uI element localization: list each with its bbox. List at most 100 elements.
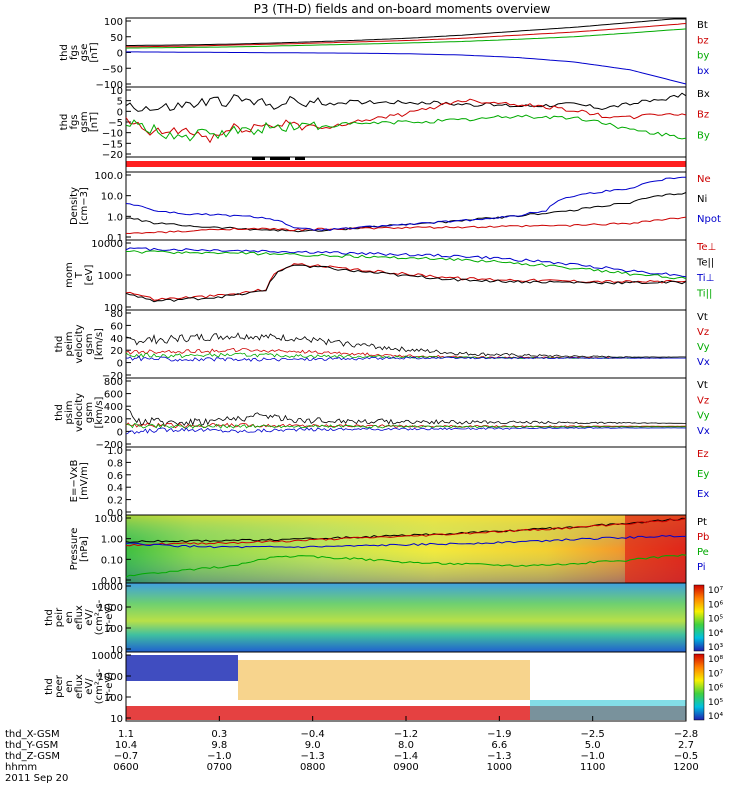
ytick-label: 1.0 <box>107 212 123 223</box>
ylabel-line: thd <box>59 114 70 131</box>
legend-entry: Te|| <box>696 258 714 269</box>
ylabel-line: [km/s] <box>94 396 105 428</box>
ylabel-line: gsm <box>84 333 95 354</box>
ytick-label: 1000 <box>98 603 123 614</box>
series-line-fgs_gsm-Bx <box>125 92 687 112</box>
ytick-label: −20 <box>102 150 123 161</box>
ylabel-line: Pressure <box>69 528 80 571</box>
xtick-time: 0800 <box>300 762 325 773</box>
legend-entry: Pi <box>697 562 706 573</box>
ion-spectrogram-red-patch <box>625 515 686 583</box>
xaxis-row-label: thd_Z-GSM <box>5 751 60 762</box>
legend-entry: Bz <box>697 110 709 121</box>
colorbar-tick: 10⁷ <box>708 586 723 596</box>
legend-entry: by <box>697 51 709 62</box>
series-line-fgs_gsm-By <box>125 114 687 142</box>
ylabel-line: thd <box>54 404 65 421</box>
ylabel-line: sr-eV) <box>104 672 115 701</box>
ytick-label: 800 <box>104 377 123 388</box>
xtick-time: 0700 <box>207 762 232 773</box>
ylabel-line: eflux <box>74 674 85 699</box>
ytick-label: 0 <box>117 359 123 370</box>
xtick-x-gsm: 0.3 <box>211 729 227 740</box>
xtick-y-gsm: 9.8 <box>211 740 227 751</box>
xtick-time: 1100 <box>580 762 605 773</box>
ylabel-line: en <box>64 611 75 624</box>
ylabel-line: (cm²-s- <box>94 599 105 635</box>
date-label: 2011 Sep 20 <box>5 773 68 784</box>
series-line-density-Ni <box>125 192 687 233</box>
ytick-label: 1.0 <box>107 446 123 457</box>
ion-colorbar <box>693 584 705 652</box>
panel-frame-1 <box>125 86 687 158</box>
ylabel-line: sr-eV) <box>104 603 115 632</box>
legend-entry: Pe <box>697 547 709 558</box>
ylabel-line: gsm <box>84 402 95 423</box>
colorbar-tick: 10⁴ <box>708 629 723 639</box>
xtick-z-gsm: −0.7 <box>114 751 138 762</box>
chart-title: P3 (TH-D) fields and on-board moments ov… <box>254 2 551 16</box>
colorbar-tick: 10⁶ <box>708 600 723 610</box>
mode-status-mark-2 <box>295 157 305 160</box>
ylabel-line: psim <box>64 400 75 424</box>
ytick-label: 100.0 <box>94 171 123 182</box>
ylabel-line: Density <box>69 187 80 225</box>
xaxis-row-label: hhmm <box>5 762 37 773</box>
ylabel-line: mom <box>64 262 75 288</box>
ytick-label: 100 <box>104 17 123 28</box>
ytick-label: −5 <box>108 118 123 129</box>
series-line-temperature-Ti|| <box>125 250 687 280</box>
ytick-label: 10000 <box>91 651 123 662</box>
legend-entry: Ti⊥ <box>696 273 714 284</box>
ylabel-line: T <box>74 271 85 279</box>
ylabel-line: thd <box>44 678 55 695</box>
legend-entry: Ni <box>697 194 707 205</box>
legend-entry: bz <box>697 35 709 46</box>
panel-frame-7 <box>125 446 687 516</box>
ytick-label: 0.10 <box>101 555 123 566</box>
ylabel-line: gse <box>79 44 90 62</box>
mode-status-mark-1 <box>270 157 290 160</box>
colorbar-tick: 10³ <box>708 643 723 653</box>
series-line-density-Ne <box>125 216 687 235</box>
series-line-fgs_gse-Bt <box>125 18 686 47</box>
colorbar-tick: 10⁵ <box>708 615 723 625</box>
ytick-label: 1.00 <box>101 535 123 546</box>
ytick-label: 100 <box>104 693 123 704</box>
xtick-y-gsm: 10.4 <box>115 740 137 751</box>
ylabel-line: velocity <box>74 324 85 363</box>
series-line-density-Npot <box>125 176 686 231</box>
colorbar-tick: 10⁵ <box>708 698 723 708</box>
series-line-velocity_sst-Vt <box>126 408 686 428</box>
series-line-pressure-Pb <box>125 518 687 547</box>
legend-entry: By <box>697 130 710 141</box>
legend-entry: Vt <box>697 312 708 323</box>
ylabel-line: en <box>64 680 75 693</box>
colorbar-tick: 10⁷ <box>708 669 723 679</box>
xtick-z-gsm: −1.3 <box>487 751 511 762</box>
xtick-z-gsm: −1.0 <box>581 751 605 762</box>
legend-entry: Ti|| <box>696 289 712 300</box>
series-line-pressure-Pi <box>125 534 686 549</box>
xtick-time: 0600 <box>113 762 138 773</box>
ytick-label: 10000 <box>91 239 123 250</box>
xtick-z-gsm: −1.3 <box>301 751 325 762</box>
xtick-time: 0900 <box>393 762 418 773</box>
ytick-label: 200 <box>104 415 123 426</box>
xtick-z-gsm: −1.4 <box>394 751 418 762</box>
ytick-label: 100 <box>104 624 123 635</box>
panel-frame-6 <box>125 377 687 448</box>
ytick-label: 0 <box>117 427 123 438</box>
mode-status-bar <box>126 161 686 167</box>
legend-entry: Ey <box>697 469 709 480</box>
series-line-pressure-Pe <box>125 554 687 578</box>
colorbar-tick: 10⁸ <box>708 655 723 665</box>
legend-entry: Pb <box>697 532 709 543</box>
legend-entry: Ex <box>697 489 709 500</box>
ytick-label: 0.6 <box>107 471 123 482</box>
ylabel-line: [mV/m] <box>79 462 90 500</box>
ylabel-line: eflux <box>74 605 85 630</box>
series-line-fgs_gse-bz <box>126 23 687 48</box>
ytick-label: 40 <box>110 334 123 345</box>
